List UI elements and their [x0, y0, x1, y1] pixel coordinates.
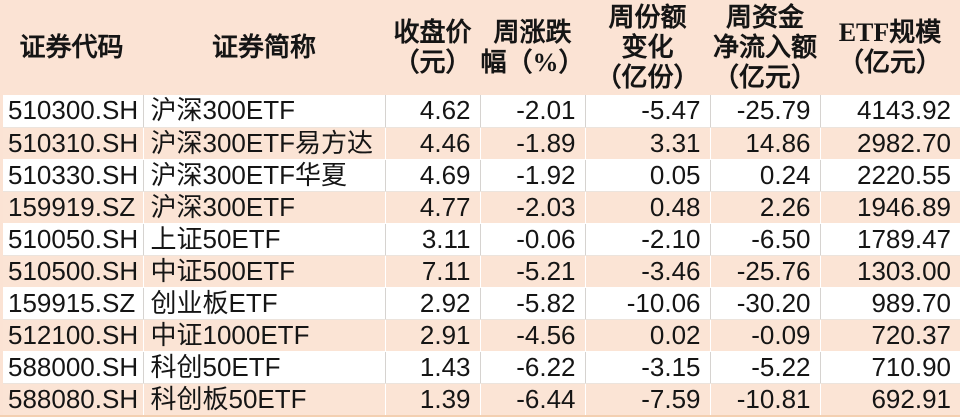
- cell-net-inflow: 2.26: [710, 191, 821, 224]
- cell-close: 4.69: [385, 159, 481, 192]
- cell-net-inflow: -25.79: [710, 95, 821, 128]
- cell-net-inflow: -30.20: [710, 287, 821, 320]
- table-row: 588080.SH 科创板50ETF 1.39 -6.44 -7.59 -10.…: [0, 383, 960, 415]
- cell-code: 588000.SH: [0, 351, 144, 384]
- cell-name: 科创50ETF: [143, 351, 386, 384]
- cell-net-inflow: -6.50: [710, 223, 821, 256]
- cell-share-change: 0.48: [585, 191, 711, 224]
- table-row: 510300.SH 沪深300ETF 4.62 -2.01 -5.47 -25.…: [0, 95, 960, 128]
- column-header-name: 证券简称: [143, 0, 385, 95]
- cell-aum: 1789.47: [820, 223, 960, 256]
- column-header-close: 收盘价 （元）: [385, 0, 480, 95]
- cell-close: 1.39: [385, 383, 481, 415]
- table-row: 510050.SH 上证50ETF 3.11 -0.06 -2.10 -6.50…: [0, 223, 960, 256]
- cell-aum: 692.91: [820, 383, 960, 415]
- cell-change: -2.01: [480, 95, 586, 128]
- table-body: 510300.SH 沪深300ETF 4.62 -2.01 -5.47 -25.…: [0, 95, 960, 415]
- cell-close: 2.92: [385, 287, 481, 320]
- cell-code: 510310.SH: [0, 127, 144, 160]
- cell-code: 588080.SH: [0, 383, 144, 415]
- cell-name: 沪深300ETF易方达: [143, 127, 386, 160]
- cell-change: -5.82: [480, 287, 586, 320]
- cell-share-change: -2.10: [585, 223, 711, 256]
- cell-share-change: 0.05: [585, 159, 711, 192]
- cell-close: 7.11: [385, 255, 481, 288]
- cell-aum: 989.70: [820, 287, 960, 320]
- table-row: 512100.SH 中证1000ETF 2.91 -4.56 0.02 -0.0…: [0, 319, 960, 352]
- cell-net-inflow: -10.81: [710, 383, 821, 415]
- cell-change: -0.06: [480, 223, 586, 256]
- cell-change: -2.03: [480, 191, 586, 224]
- table-left-border: [0, 0, 3, 415]
- cell-close: 2.91: [385, 319, 481, 352]
- cell-change: -1.89: [480, 127, 586, 160]
- table-row: 510500.SH 中证500ETF 7.11 -5.21 -3.46 -25.…: [0, 255, 960, 288]
- cell-net-inflow: -25.76: [710, 255, 821, 288]
- cell-share-change: -3.15: [585, 351, 711, 384]
- table-row: 588000.SH 科创50ETF 1.43 -6.22 -3.15 -5.22…: [0, 351, 960, 384]
- cell-code: 510300.SH: [0, 95, 144, 128]
- cell-net-inflow: -5.22: [710, 351, 821, 384]
- cell-code: 512100.SH: [0, 319, 144, 352]
- cell-name: 沪深300ETF: [143, 191, 386, 224]
- table-row: 510330.SH 沪深300ETF华夏 4.69 -1.92 0.05 0.2…: [0, 159, 960, 192]
- cell-aum: 4143.92: [820, 95, 960, 128]
- cell-share-change: -5.47: [585, 95, 711, 128]
- cell-change: -6.44: [480, 383, 586, 415]
- column-header-net-inflow: 周资金 净流入额 （亿元）: [710, 0, 820, 95]
- cell-name: 沪深300ETF: [143, 95, 386, 128]
- cell-close: 4.62: [385, 95, 481, 128]
- table-row: 510310.SH 沪深300ETF易方达 4.46 -1.89 3.31 14…: [0, 127, 960, 160]
- cell-close: 4.46: [385, 127, 481, 160]
- column-header-share-chg: 周份额 变化 （亿份）: [585, 0, 710, 95]
- column-header-change: 周涨跌 幅（%）: [480, 0, 585, 95]
- cell-change: -4.56: [480, 319, 586, 352]
- cell-aum: 1946.89: [820, 191, 960, 224]
- cell-code: 510500.SH: [0, 255, 144, 288]
- cell-code: 159915.SZ: [0, 287, 144, 320]
- cell-change: -1.92: [480, 159, 586, 192]
- cell-name: 创业板ETF: [143, 287, 386, 320]
- cell-code: 159919.SZ: [0, 191, 144, 224]
- cell-net-inflow: -0.09: [710, 319, 821, 352]
- header-row: 证券代码 证券简称 收盘价 （元） 周涨跌 幅（%） 周份额 变化 （亿份） 周…: [0, 0, 960, 95]
- cell-share-change: -3.46: [585, 255, 711, 288]
- cell-aum: 2220.55: [820, 159, 960, 192]
- cell-close: 4.77: [385, 191, 481, 224]
- cell-close: 1.43: [385, 351, 481, 384]
- cell-name: 上证50ETF: [143, 223, 386, 256]
- cell-code: 510050.SH: [0, 223, 144, 256]
- cell-net-inflow: 0.24: [710, 159, 821, 192]
- cell-name: 中证1000ETF: [143, 319, 386, 352]
- cell-change: -6.22: [480, 351, 586, 384]
- cell-share-change: -7.59: [585, 383, 711, 415]
- cell-aum: 2982.70: [820, 127, 960, 160]
- cell-name: 科创板50ETF: [143, 383, 386, 415]
- cell-net-inflow: 14.86: [710, 127, 821, 160]
- cell-aum: 1303.00: [820, 255, 960, 288]
- cell-share-change: 3.31: [585, 127, 711, 160]
- cell-aum: 720.37: [820, 319, 960, 352]
- cell-aum: 710.90: [820, 351, 960, 384]
- table-row: 159915.SZ 创业板ETF 2.92 -5.82 -10.06 -30.2…: [0, 287, 960, 320]
- cell-close: 3.11: [385, 223, 481, 256]
- table-row: 159919.SZ 沪深300ETF 4.77 -2.03 0.48 2.26 …: [0, 191, 960, 224]
- cell-change: -5.21: [480, 255, 586, 288]
- column-header-aum: ETF规模 （亿元）: [820, 0, 960, 95]
- cell-name: 沪深300ETF华夏: [143, 159, 386, 192]
- cell-name: 中证500ETF: [143, 255, 386, 288]
- cell-code: 510330.SH: [0, 159, 144, 192]
- column-header-code: 证券代码: [0, 0, 143, 95]
- cell-share-change: -10.06: [585, 287, 711, 320]
- table-header: 证券代码 证券简称 收盘价 （元） 周涨跌 幅（%） 周份额 变化 （亿份） 周…: [0, 0, 960, 95]
- cell-share-change: 0.02: [585, 319, 711, 352]
